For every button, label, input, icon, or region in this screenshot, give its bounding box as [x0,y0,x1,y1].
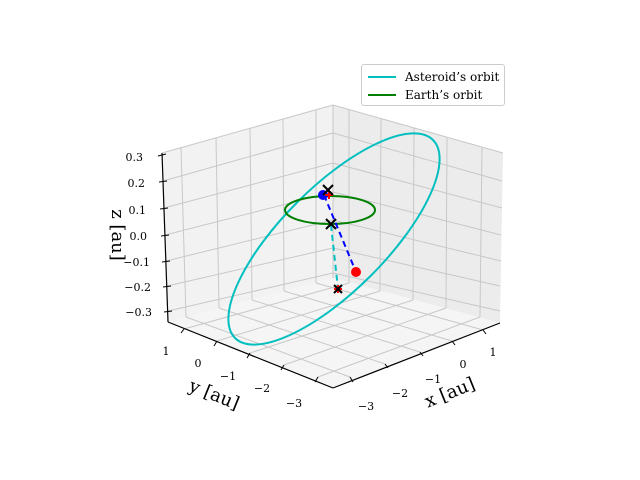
z-tick-label: 0.1 [129,204,147,217]
z-tick-label: 0.3 [126,151,144,164]
axis-ticks [157,153,487,383]
earth-asteroid-connector [323,194,357,273]
x-tick-label: −1 [425,373,441,386]
legend-item-asteroid-orbit: Asteroid’s orbit [368,69,499,85]
node-x-markers [322,184,343,294]
asteroid-position-marker [351,267,361,277]
cyan-line-swatch-icon [368,76,396,78]
z-tick-label: 0.2 [128,177,146,190]
legend-item-earth-orbit: Earth’s orbit [368,87,482,103]
grid-lines [161,104,504,378]
z-tick-labels: 0.3 0.2 0.1 0.0 −0.1 −0.2 −0.3 [123,151,152,319]
legend-label: Asteroid’s orbit [405,70,500,84]
z-tick-label: −0.3 [125,306,152,319]
x-tick-label: 1 [490,346,497,359]
green-line-swatch-icon [368,94,396,96]
z-tick-label: 0.0 [130,230,148,243]
y-tick-labels: 1 0 −1 −2 −3 [163,345,303,410]
x-tick-labels: −3 −2 −1 0 1 [358,346,497,413]
legend: Asteroid’s orbit Earth’s orbit [361,64,505,106]
y-tick-label: −1 [220,370,236,383]
y-tick-label: −2 [254,382,270,395]
y-tick-label: −3 [286,397,302,410]
z-axis-label: z [au] [107,209,128,261]
x-axis-line [332,322,501,389]
z-tick-label: −0.2 [124,281,151,294]
y-tick-label: 1 [163,345,170,358]
x-tick-label: −3 [358,400,374,413]
asteroid-orbit [227,132,441,346]
z-tick-label: −0.1 [123,256,150,269]
x-tick-label: −2 [392,387,408,400]
legend-label: Earth’s orbit [405,88,483,102]
x-tick-label: 0 [460,358,467,371]
y-axis-line [167,321,334,389]
y-tick-label: 0 [195,357,202,370]
crossing-node-connector [330,224,339,290]
